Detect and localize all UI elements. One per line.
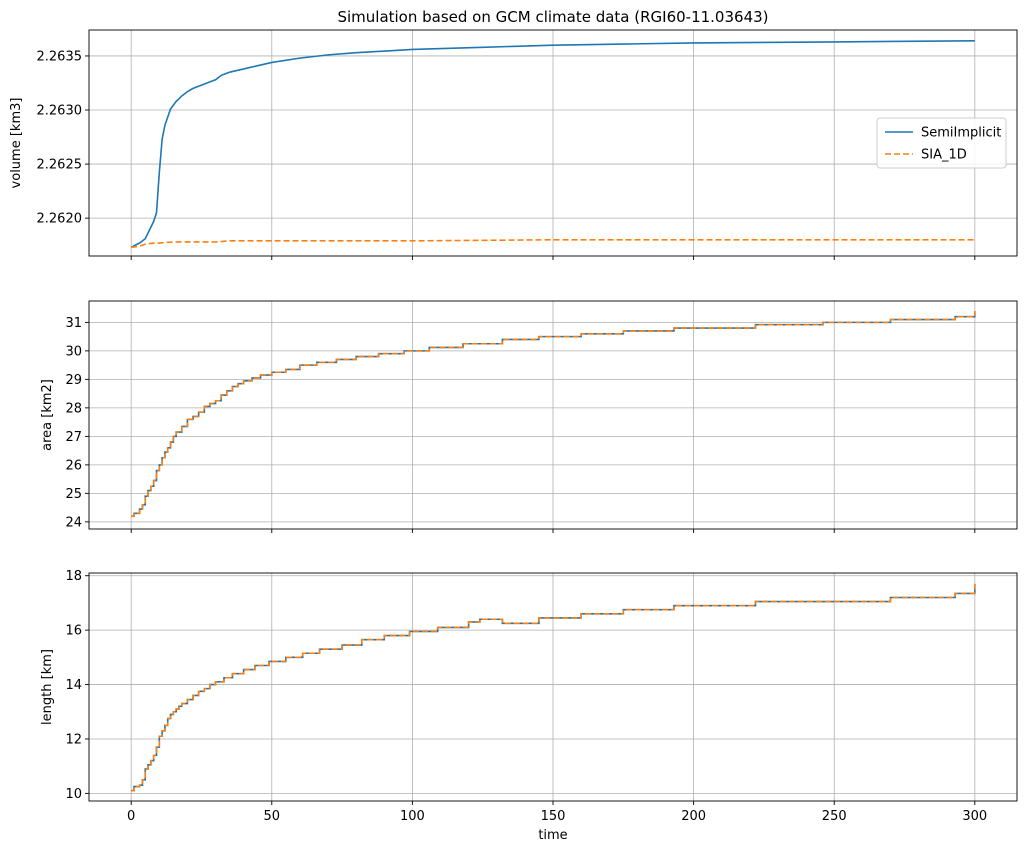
y-tick-label: 27: [65, 430, 82, 445]
y-tick-label: 12: [65, 732, 82, 747]
y-tick-label: 2.2630: [37, 104, 83, 119]
y-tick-label: 10: [65, 787, 82, 802]
y-axis-label: volume [km3]: [9, 98, 24, 189]
y-tick-label: 2.2635: [37, 49, 83, 64]
series-line-sia-1d: [131, 583, 976, 792]
x-axis-label: time: [538, 828, 567, 843]
chart-title: Simulation based on GCM climate data (RG…: [337, 8, 768, 26]
y-tick-label: 24: [65, 515, 82, 530]
series-line-sia-1d: [131, 310, 976, 517]
y-tick-label: 29: [65, 373, 82, 388]
x-tick-label: 0: [127, 809, 135, 824]
series-line-sia-1d: [131, 238, 975, 249]
x-tick-label: 100: [400, 809, 425, 824]
y-axis-label: length [km]: [40, 649, 55, 725]
x-tick-label: 200: [681, 809, 706, 824]
series-line-semiimplicit: [130, 40, 975, 249]
panel-area: 24 25 26 27 28 29 30 31 area [km2]: [40, 300, 1018, 533]
legend: SemiImplicit SIA_1D: [876, 117, 1007, 169]
y-tick-label: 2.2620: [37, 212, 83, 227]
panel-volume: 2.2620 2.2625 2.2630 2.2635 volume [km3] Semi…: [9, 29, 1018, 260]
y-tick-label: 2.2625: [37, 158, 83, 173]
y-tick-label: 30: [65, 344, 82, 359]
y-tick-label: 25: [65, 487, 82, 502]
y-tick-label: 31: [65, 316, 82, 331]
x-tick-label: 250: [822, 809, 847, 824]
y-tick-label: 14: [65, 678, 82, 693]
y-tick-label: 26: [65, 458, 82, 473]
legend-label: SemiImplicit: [921, 126, 1001, 141]
x-tick-label: 50: [264, 809, 281, 824]
y-tick-label: 28: [65, 401, 82, 416]
legend-box: [876, 117, 1007, 169]
panel-length: 0 50 100 150 200 250 300 10 12 14 16 18 length [km]: [40, 569, 1018, 824]
x-tick-label: 300: [962, 809, 987, 824]
y-tick-label: 18: [65, 569, 82, 584]
x-tick-label: 150: [541, 809, 566, 824]
legend-label: SIA_1D: [921, 148, 967, 163]
y-tick-label: 16: [65, 624, 82, 639]
y-axis-label: area [km2]: [40, 379, 55, 451]
